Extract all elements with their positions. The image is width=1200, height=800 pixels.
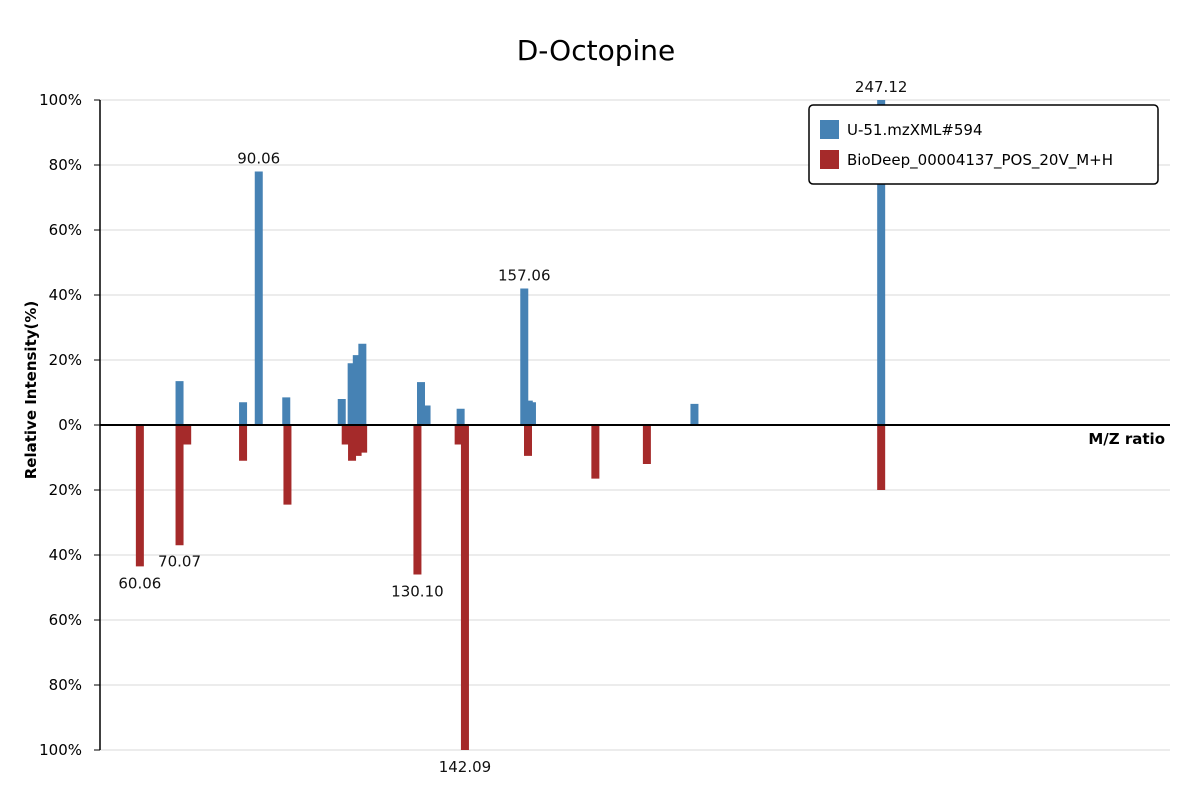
peak-label: 247.12 (855, 78, 908, 96)
peak-bar-series-2 (283, 425, 292, 505)
peak-bar-series-1 (456, 408, 465, 425)
y-tick-label: 40% (49, 546, 82, 564)
peak-bar-series-1 (520, 288, 529, 425)
peak-bar-series-1 (337, 399, 346, 425)
peak-bar-series-2 (524, 425, 532, 456)
peak-bar-series-2 (239, 425, 248, 461)
peak-bar-series-2 (454, 425, 463, 445)
peak-bars (135, 100, 886, 750)
peak-bar-series-1 (417, 382, 425, 425)
y-tick-label: 20% (49, 481, 82, 499)
legend-swatch-series-2 (820, 150, 839, 169)
peak-label: 70.07 (158, 552, 201, 570)
peak-bar-series-1 (422, 405, 431, 425)
y-tick-label: 60% (49, 611, 82, 629)
peak-bar-series-1 (347, 363, 356, 425)
y-tick-label: 100% (39, 741, 82, 759)
peak-bar-series-1 (527, 402, 536, 425)
peak-bar-series-1 (282, 397, 291, 425)
y-tick-label: 0% (58, 416, 82, 434)
y-tick-label: 60% (49, 221, 82, 239)
y-tick-label: 40% (49, 286, 82, 304)
peak-bar-series-1 (239, 402, 248, 425)
legend: U-51.mzXML#594 BioDeep_00004137_POS_20V_… (808, 104, 1159, 185)
peak-bar-series-1 (175, 381, 184, 425)
y-tick-labels: 100% 80% 60% 40% 20% 0% 20% 40% 60% 80% 100% (39, 91, 100, 759)
legend-swatch-series-1 (820, 120, 839, 139)
peak-bar-series-2 (348, 425, 357, 461)
peak-bar-series-2 (353, 425, 362, 456)
chart-title: D-Octopine (517, 34, 676, 67)
legend-label-series-1: U-51.mzXML#594 (847, 121, 983, 139)
peak-label: 60.06 (118, 574, 161, 592)
x-axis-label: M/Z ratio (1088, 430, 1165, 448)
peak-bar-series-2 (135, 425, 144, 567)
peak-bar-series-1 (254, 171, 263, 425)
peak-bar-series-2 (642, 425, 651, 464)
peak-bar-series-1 (358, 343, 367, 425)
peak-bar-series-1 (877, 100, 886, 425)
peak-bar-series-2 (175, 425, 184, 546)
peak-bar-series-2 (341, 425, 350, 445)
peak-label: 130.10 (391, 583, 444, 601)
peak-bar-series-2 (359, 425, 368, 453)
peak-bar-series-2 (413, 425, 422, 575)
y-tick-label: 80% (49, 676, 82, 694)
peak-bar-series-1 (352, 355, 361, 425)
y-tick-label: 20% (49, 351, 82, 369)
peak-bar-series-2 (460, 425, 469, 750)
legend-box (808, 104, 1159, 185)
peak-bar-series-2 (877, 425, 886, 490)
peak-label: 90.06 (237, 150, 280, 168)
y-tick-label: 100% (39, 91, 82, 109)
peak-bar-series-2 (591, 425, 600, 479)
peak-labels: 90.06 157.06 247.12 60.06 70.07 130.10 142.09 (118, 78, 907, 776)
peak-label: 157.06 (498, 267, 551, 285)
y-axis-label: Relative Intensity(%) (22, 301, 40, 480)
peak-label: 142.09 (439, 758, 492, 776)
y-tick-label: 80% (49, 156, 82, 174)
legend-label-series-2: BioDeep_00004137_POS_20V_M+H (847, 151, 1113, 170)
peak-bar-series-1 (690, 403, 699, 425)
peak-bar-series-2 (183, 425, 192, 445)
